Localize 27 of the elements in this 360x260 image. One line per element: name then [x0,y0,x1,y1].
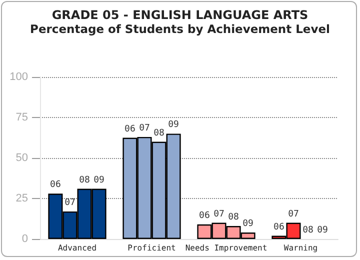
text: 06 [199,210,210,221]
text: 09 [317,226,328,236]
y-tick-label: 0 [22,233,28,245]
chart-subtitle: Percentage of Students by Achievement Level [30,22,330,36]
text: 06 [274,222,284,232]
x-tick-label: Needs Improvement [185,244,268,252]
text: 08 [228,212,239,223]
x-tick-label: Advanced [58,244,97,252]
text: 09 [242,219,254,230]
x-tick-label: Proficient [128,244,176,252]
text: 08 [154,128,164,138]
series-label: 06 [124,124,136,134]
x-tick-label: Warning [284,244,318,252]
text: 09 [168,120,179,130]
chart-title: GRADE 05 - ENGLISH LANGUAGE ARTS [52,8,308,22]
text: 07 [288,209,299,220]
text: 08 [302,226,314,236]
text: 06 [50,180,61,190]
series-label: 07 [64,198,76,208]
y-tick-label: 25 [16,192,28,204]
series-label: 09 [94,175,104,186]
text: 07 [214,209,224,220]
y-tick-label: 75 [16,112,28,124]
y-tick-label: 50 [16,152,28,164]
series-label: 08 [79,175,90,186]
text: 07 [139,123,150,134]
y-tick-label: 100 [10,71,28,83]
